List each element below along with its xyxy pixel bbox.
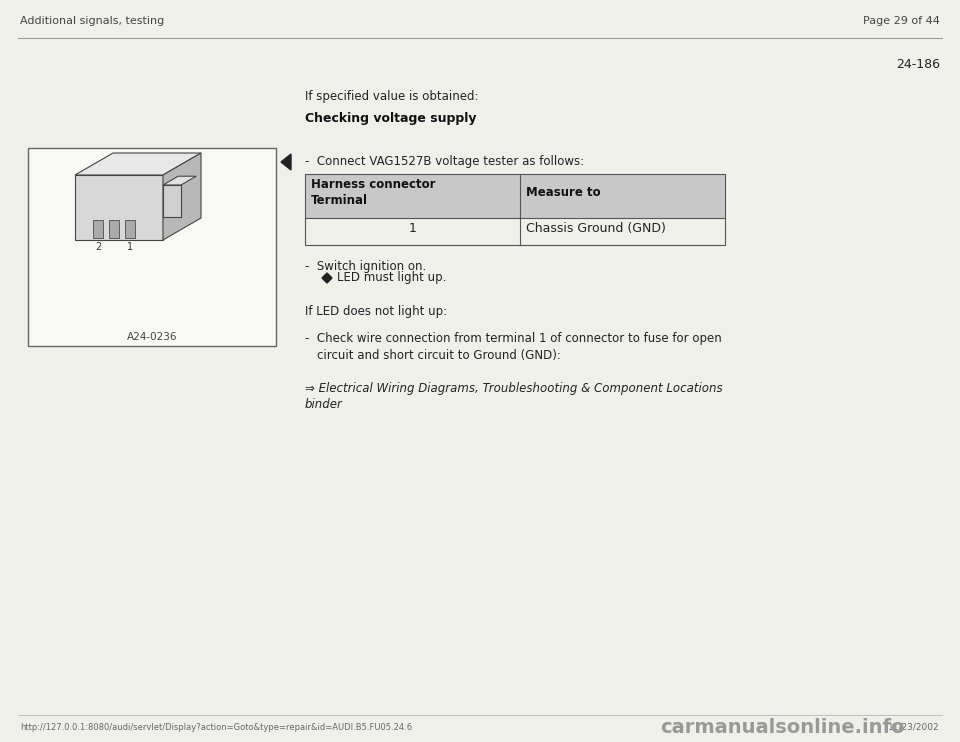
Text: circuit and short circuit to Ground (GND):: circuit and short circuit to Ground (GND…: [317, 349, 561, 362]
Text: Checking voltage supply: Checking voltage supply: [305, 112, 476, 125]
Text: -  Connect VAG1527B voltage tester as follows:: - Connect VAG1527B voltage tester as fol…: [305, 155, 584, 168]
Bar: [28, 148, 276, 346]
Text: A24-0236: A24-0236: [127, 332, 178, 342]
Text: LED must light up.: LED must light up.: [337, 271, 446, 284]
Text: 1: 1: [409, 222, 417, 235]
Text: 24-186: 24-186: [896, 58, 940, 71]
Text: binder: binder: [305, 398, 343, 411]
Text: 1: 1: [127, 242, 133, 252]
Text: Measure to: Measure to: [526, 186, 601, 199]
Text: ⇒ Electrical Wiring Diagrams, Troubleshooting & Component Locations: ⇒ Electrical Wiring Diagrams, Troublesho…: [305, 382, 723, 395]
Text: If specified value is obtained:: If specified value is obtained:: [305, 90, 478, 103]
Text: -  Switch ignition on.: - Switch ignition on.: [305, 260, 426, 273]
Text: Chassis Ground (GND): Chassis Ground (GND): [526, 222, 666, 235]
Bar: [305, 174, 725, 218]
Polygon shape: [163, 185, 181, 217]
Text: Harness connector: Harness connector: [311, 178, 436, 191]
Bar: [109, 220, 119, 238]
Bar: [305, 174, 725, 245]
Text: 2: 2: [95, 242, 101, 252]
Bar: [125, 220, 135, 238]
Text: Page 29 of 44: Page 29 of 44: [863, 16, 940, 26]
Polygon shape: [163, 153, 201, 240]
Bar: [93, 220, 103, 238]
Text: http://127.0.0.1:8080/audi/servlet/Display?action=Goto&type=repair&id=AUDI.B5.FU: http://127.0.0.1:8080/audi/servlet/Displ…: [20, 723, 412, 732]
Text: -  Check wire connection from terminal 1 of connector to fuse for open: - Check wire connection from terminal 1 …: [305, 332, 722, 345]
Text: carmanualsonline.info: carmanualsonline.info: [660, 718, 904, 737]
Polygon shape: [75, 175, 163, 240]
Text: Terminal: Terminal: [311, 194, 368, 207]
Text: 11/23/2002: 11/23/2002: [888, 723, 940, 732]
Polygon shape: [163, 176, 196, 185]
Text: Additional signals, testing: Additional signals, testing: [20, 16, 164, 26]
Text: If LED does not light up:: If LED does not light up:: [305, 305, 447, 318]
Polygon shape: [281, 154, 291, 170]
Polygon shape: [322, 273, 332, 283]
Polygon shape: [75, 153, 201, 175]
